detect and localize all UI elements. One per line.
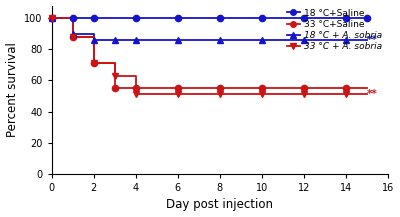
Text: **: ** bbox=[367, 89, 378, 99]
Text: **: ** bbox=[367, 35, 378, 45]
Legend: 18 °C+Saline, 33 °C+Saline, 18 °C + A. sobria, 33 °C + A. sobria: 18 °C+Saline, 33 °C+Saline, 18 °C + A. s… bbox=[285, 7, 384, 53]
Y-axis label: Percent survival: Percent survival bbox=[6, 42, 18, 137]
X-axis label: Day post injection: Day post injection bbox=[166, 198, 274, 211]
